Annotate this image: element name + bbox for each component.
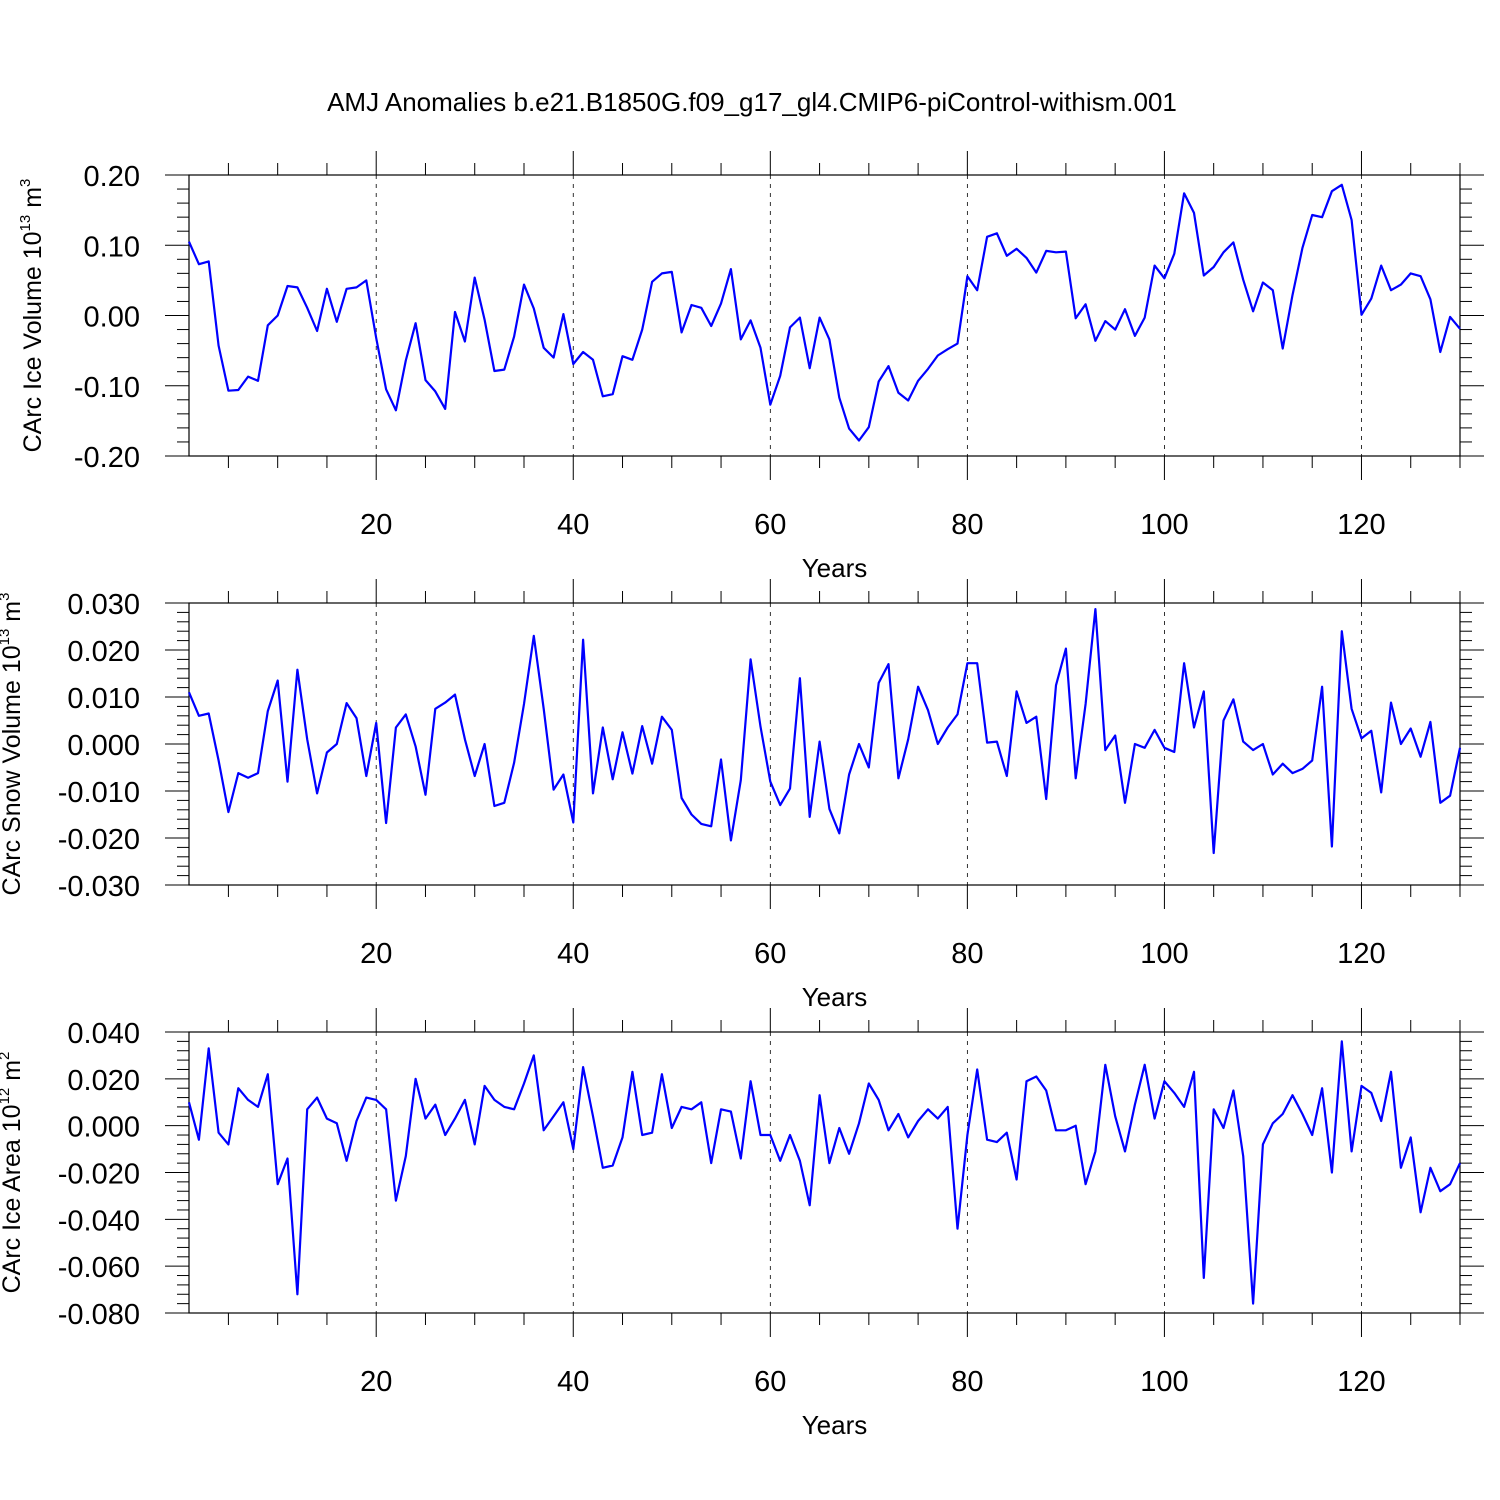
y-axis-label-base: CArc Ice Volume 10 (19, 231, 47, 452)
y-axis-label-exp: 13 (0, 629, 13, 646)
y-tick-label: 0.000 (67, 1112, 140, 1144)
y-tick-label: 0.040 (67, 1018, 140, 1050)
y-tick-label: -0.020 (58, 1159, 140, 1191)
x-tick-label: 20 (360, 938, 392, 970)
y-axis-label-unit-exp: 2 (0, 1052, 13, 1060)
y-axis-label: CArc Snow Volume 1013 m3 (0, 593, 26, 896)
x-tick-label: 100 (1140, 938, 1188, 970)
y-axis-label-exp: 13 (17, 215, 34, 232)
x-axis-label: Years (802, 553, 868, 583)
y-axis-label-exp: 12 (0, 1088, 13, 1105)
figure-title: AMJ Anomalies b.e21.B1850G.f09_g17_gl4.C… (327, 87, 1177, 117)
y-tick-label: 0.00 (84, 302, 140, 334)
plot-frame (188, 602, 1461, 886)
y-tick-label: -0.20 (74, 442, 140, 474)
y-tick-label: 0.10 (84, 231, 140, 263)
y-axis-label-base: CArc Ice Area 10 (0, 1104, 26, 1293)
y-tick-label: 0.020 (67, 636, 140, 668)
x-axis-label: Years (802, 1410, 868, 1440)
y-axis-label: CArc Ice Volume 1013 m3 (17, 179, 47, 453)
y-axis-label-unit: m (0, 601, 26, 629)
y-tick-label: -0.040 (58, 1205, 140, 1237)
x-tick-label: 80 (951, 938, 983, 970)
y-tick-label: -0.060 (58, 1252, 140, 1284)
y-tick-label: -0.030 (58, 871, 140, 903)
plot-frame (188, 174, 1461, 457)
panel-3: 20 40 60 80 100 120 -0.080 -0.060 -0.040 -0.020 0.… (0, 1008, 1484, 1440)
y-axis-label-unit-exp: 3 (17, 179, 34, 187)
y-axis-label-unit: m (19, 187, 47, 215)
y-tick-label: 0.010 (67, 683, 140, 715)
series-line (187, 183, 1461, 442)
series-line (187, 607, 1462, 855)
x-axis-label: Years (802, 982, 868, 1012)
y-tick-label: 0.20 (84, 161, 140, 193)
x-tick-label: 40 (557, 1366, 589, 1398)
y-axis-label-unit-exp: 3 (0, 593, 13, 601)
x-tick-label: 100 (1140, 1366, 1188, 1398)
panel-2: 20 40 60 80 100 120 -0.030 -0.020 -0.010 0.000 0.0… (0, 579, 1484, 1012)
x-tick-label: 120 (1337, 1366, 1385, 1398)
y-axis-label-unit: m (0, 1060, 26, 1088)
x-tick-label: 60 (754, 938, 786, 970)
x-tick-label: 120 (1337, 938, 1385, 970)
x-tick-label: 80 (951, 1366, 983, 1398)
x-tick-label: 60 (754, 1366, 786, 1398)
plot-frame (188, 1031, 1461, 1314)
x-tick-label: 40 (557, 938, 589, 970)
panel-1: 20 40 60 80 100 120 -0.20 -0.10 0.00 0.10 0.20 Year… (17, 151, 1484, 583)
y-tick-label: -0.080 (58, 1299, 140, 1331)
x-tick-label: 20 (360, 1366, 392, 1398)
y-axis-label-base: CArc Snow Volume 10 (0, 645, 26, 895)
y-tick-label: -0.10 (74, 372, 140, 404)
y-tick-label: 0.000 (67, 730, 140, 762)
x-tick-label: 80 (951, 509, 983, 541)
series-line (187, 1040, 1461, 1305)
x-tick-label: 120 (1337, 509, 1385, 541)
x-tick-label: 40 (557, 509, 589, 541)
y-tick-label: 0.020 (67, 1065, 140, 1097)
y-tick-label: 0.030 (67, 589, 140, 621)
y-tick-label: -0.010 (58, 777, 140, 809)
y-axis-label: CArc Ice Area 1012 m2 (0, 1052, 26, 1294)
x-tick-label: 20 (360, 509, 392, 541)
x-tick-label: 100 (1140, 509, 1188, 541)
panels: 20 40 60 80 100 120 -0.20 -0.10 0.00 0.10 0.20 Year… (0, 151, 1484, 1440)
y-tick-label: -0.020 (58, 824, 140, 856)
x-tick-label: 60 (754, 509, 786, 541)
